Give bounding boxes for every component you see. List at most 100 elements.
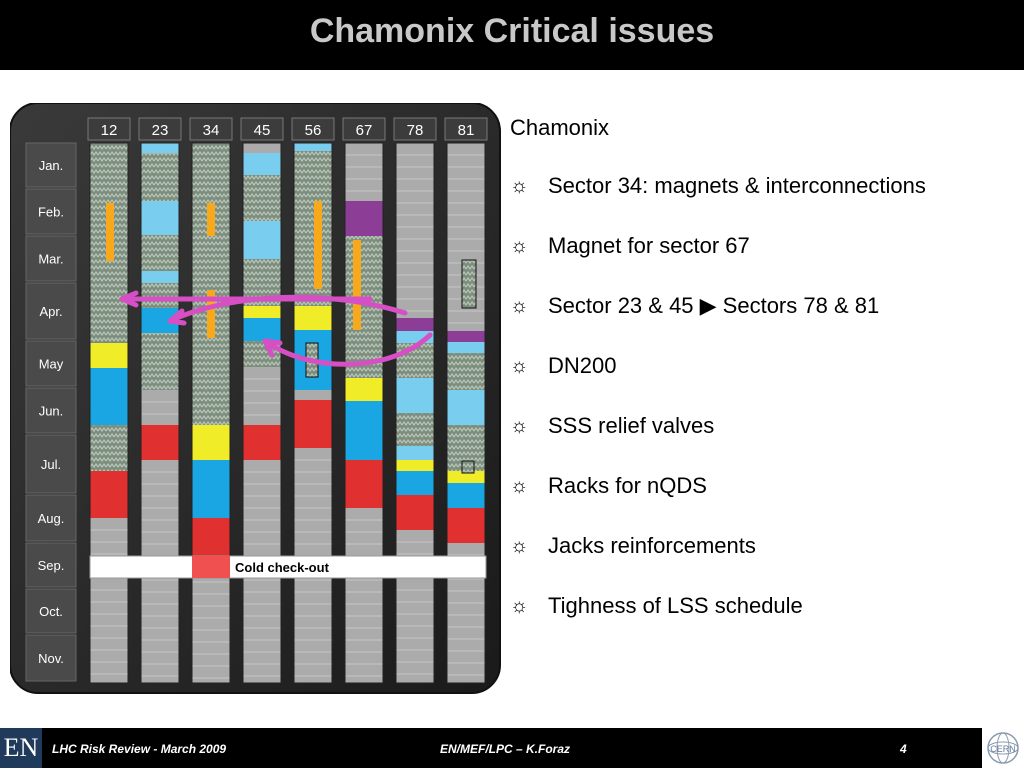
- magenta-arrowhead: [262, 338, 283, 358]
- orange-bar: [106, 203, 114, 261]
- schedule-segment: [447, 483, 485, 508]
- month-cell: [25, 340, 77, 387]
- issues-panel: Chamonix ☼ Sector 34: magnets & interconn…: [510, 112, 1015, 650]
- sector-label: 34: [203, 122, 220, 139]
- bullet-item: ☼ Tighness of LSS schedule: [510, 590, 1015, 622]
- bullet-item: ☼ Sector 34: magnets & interconnections: [510, 170, 1015, 202]
- sun-icon: ☼: [510, 354, 529, 377]
- schedule-segment: [447, 471, 485, 483]
- month-label: Mar.: [38, 252, 63, 267]
- schedule-segment: [294, 390, 332, 400]
- sector-label: 45: [254, 122, 271, 139]
- schedule-chart: Jan. Feb. Mar. Apr. May Jun. Jul. Aug. Sep. Oct. N…: [10, 103, 501, 694]
- sector-column: [395, 142, 435, 684]
- magenta-arrowhead: [167, 308, 187, 326]
- schedule-segment: [243, 153, 281, 175]
- hatched-box: [461, 259, 477, 309]
- schedule-segment: [345, 143, 383, 201]
- footer-center-text: EN/MEF/LPC – K.Foraz: [440, 742, 571, 756]
- schedule-segment: [243, 425, 281, 460]
- sector-label: 67: [356, 122, 373, 139]
- schedule-segment: [447, 342, 485, 353]
- schedule-segment: [141, 425, 179, 460]
- schedule-segment: [90, 518, 128, 683]
- schedule-segment: [90, 368, 128, 425]
- sector-column: [446, 142, 486, 684]
- cern-logo: CERN: [982, 728, 1024, 768]
- schedule-segment: [345, 201, 383, 236]
- sector-label: 81: [458, 122, 475, 139]
- sector-label: 12: [101, 122, 118, 139]
- page-number: 4: [900, 742, 907, 756]
- footer-bar: [0, 728, 1024, 768]
- bullet-text: DN200: [548, 353, 617, 378]
- month-cell: [25, 188, 77, 235]
- schedule-segment: [243, 143, 281, 153]
- month-cell: [25, 588, 77, 634]
- schedule-segment: [396, 413, 434, 446]
- schedule-segment: [396, 318, 434, 331]
- title-bar: Chamonix Critical issues: [0, 0, 1024, 70]
- schedule-segment: [90, 471, 128, 518]
- orange-bar: [353, 240, 361, 330]
- bullet-text: Magnet for sector 67: [548, 233, 750, 258]
- schedule-segment: [396, 446, 434, 460]
- schedule-segment: [192, 143, 230, 425]
- sector-column: [293, 142, 333, 684]
- bullet-text: Racks for nQDS: [548, 473, 707, 498]
- footer-background: [42, 728, 982, 768]
- sun-icon: ☼: [510, 534, 529, 557]
- bullet-text: Jacks reinforcements: [548, 533, 756, 558]
- bullet-text: SSS relief valves: [548, 413, 715, 438]
- sector-header: [291, 117, 335, 141]
- month-label: Aug.: [38, 511, 65, 526]
- panel-heading: Chamonix: [510, 115, 610, 140]
- schedule-segment: [396, 378, 434, 413]
- month-label: Sep.: [38, 558, 65, 573]
- hatched-box: [461, 460, 475, 474]
- month-label: Apr.: [39, 304, 62, 319]
- schedule-segment: [141, 201, 179, 235]
- schedule-segment: [447, 508, 485, 543]
- orange-bar: [207, 290, 215, 338]
- en-logo-text: EN: [3, 733, 39, 762]
- cern-logo-icon: CERN: [987, 732, 1019, 764]
- footer-left-text: LHC Risk Review - March 2009: [52, 742, 227, 756]
- schedule-segment: [141, 333, 179, 390]
- bullet-text: Tighness of LSS schedule: [548, 593, 803, 618]
- month-cell: [25, 494, 77, 542]
- schedule-segment: [294, 400, 332, 448]
- schedule-segment: [141, 153, 179, 201]
- sun-icon: ☼: [510, 234, 529, 257]
- bullet-item: ☼ DN200: [510, 350, 1015, 382]
- schedule-segment: [141, 235, 179, 271]
- svg-text:CERN: CERN: [990, 744, 1016, 754]
- sector-label: 56: [305, 122, 322, 139]
- cold-checkout-marker: [192, 556, 230, 578]
- month-cell: [25, 282, 77, 340]
- orange-bar: [314, 201, 322, 289]
- schedule-segment: [447, 331, 485, 342]
- month-cell: [25, 142, 77, 188]
- month-cell: [25, 235, 77, 282]
- en-logo: EN: [0, 728, 42, 768]
- magenta-arrow: [167, 294, 408, 324]
- cold-checkout-label: Cold check-out: [235, 560, 330, 575]
- cold-checkout-bar: [89, 555, 487, 579]
- sector-header: [189, 117, 233, 141]
- bullet-item: ☼ Jacks reinforcements: [510, 530, 1015, 562]
- sector-label: 23: [152, 122, 169, 139]
- schedule-segment: [345, 378, 383, 401]
- sector-header: [87, 117, 131, 141]
- schedule-segment: [396, 143, 434, 318]
- bullet-item: ☼ Racks for nQDS: [510, 470, 1015, 502]
- schedule-segment: [141, 283, 179, 308]
- schedule-segment: [243, 306, 281, 318]
- sun-icon: ☼: [510, 174, 529, 197]
- sector-column: [242, 142, 282, 684]
- schedule-segment: [243, 367, 281, 425]
- schedule-segment: [396, 530, 434, 683]
- month-cell: [25, 434, 77, 494]
- schedule-segment: [90, 343, 128, 368]
- bullet-text: Sector 23 & 45 ▶ Sectors 78 & 81: [548, 293, 880, 318]
